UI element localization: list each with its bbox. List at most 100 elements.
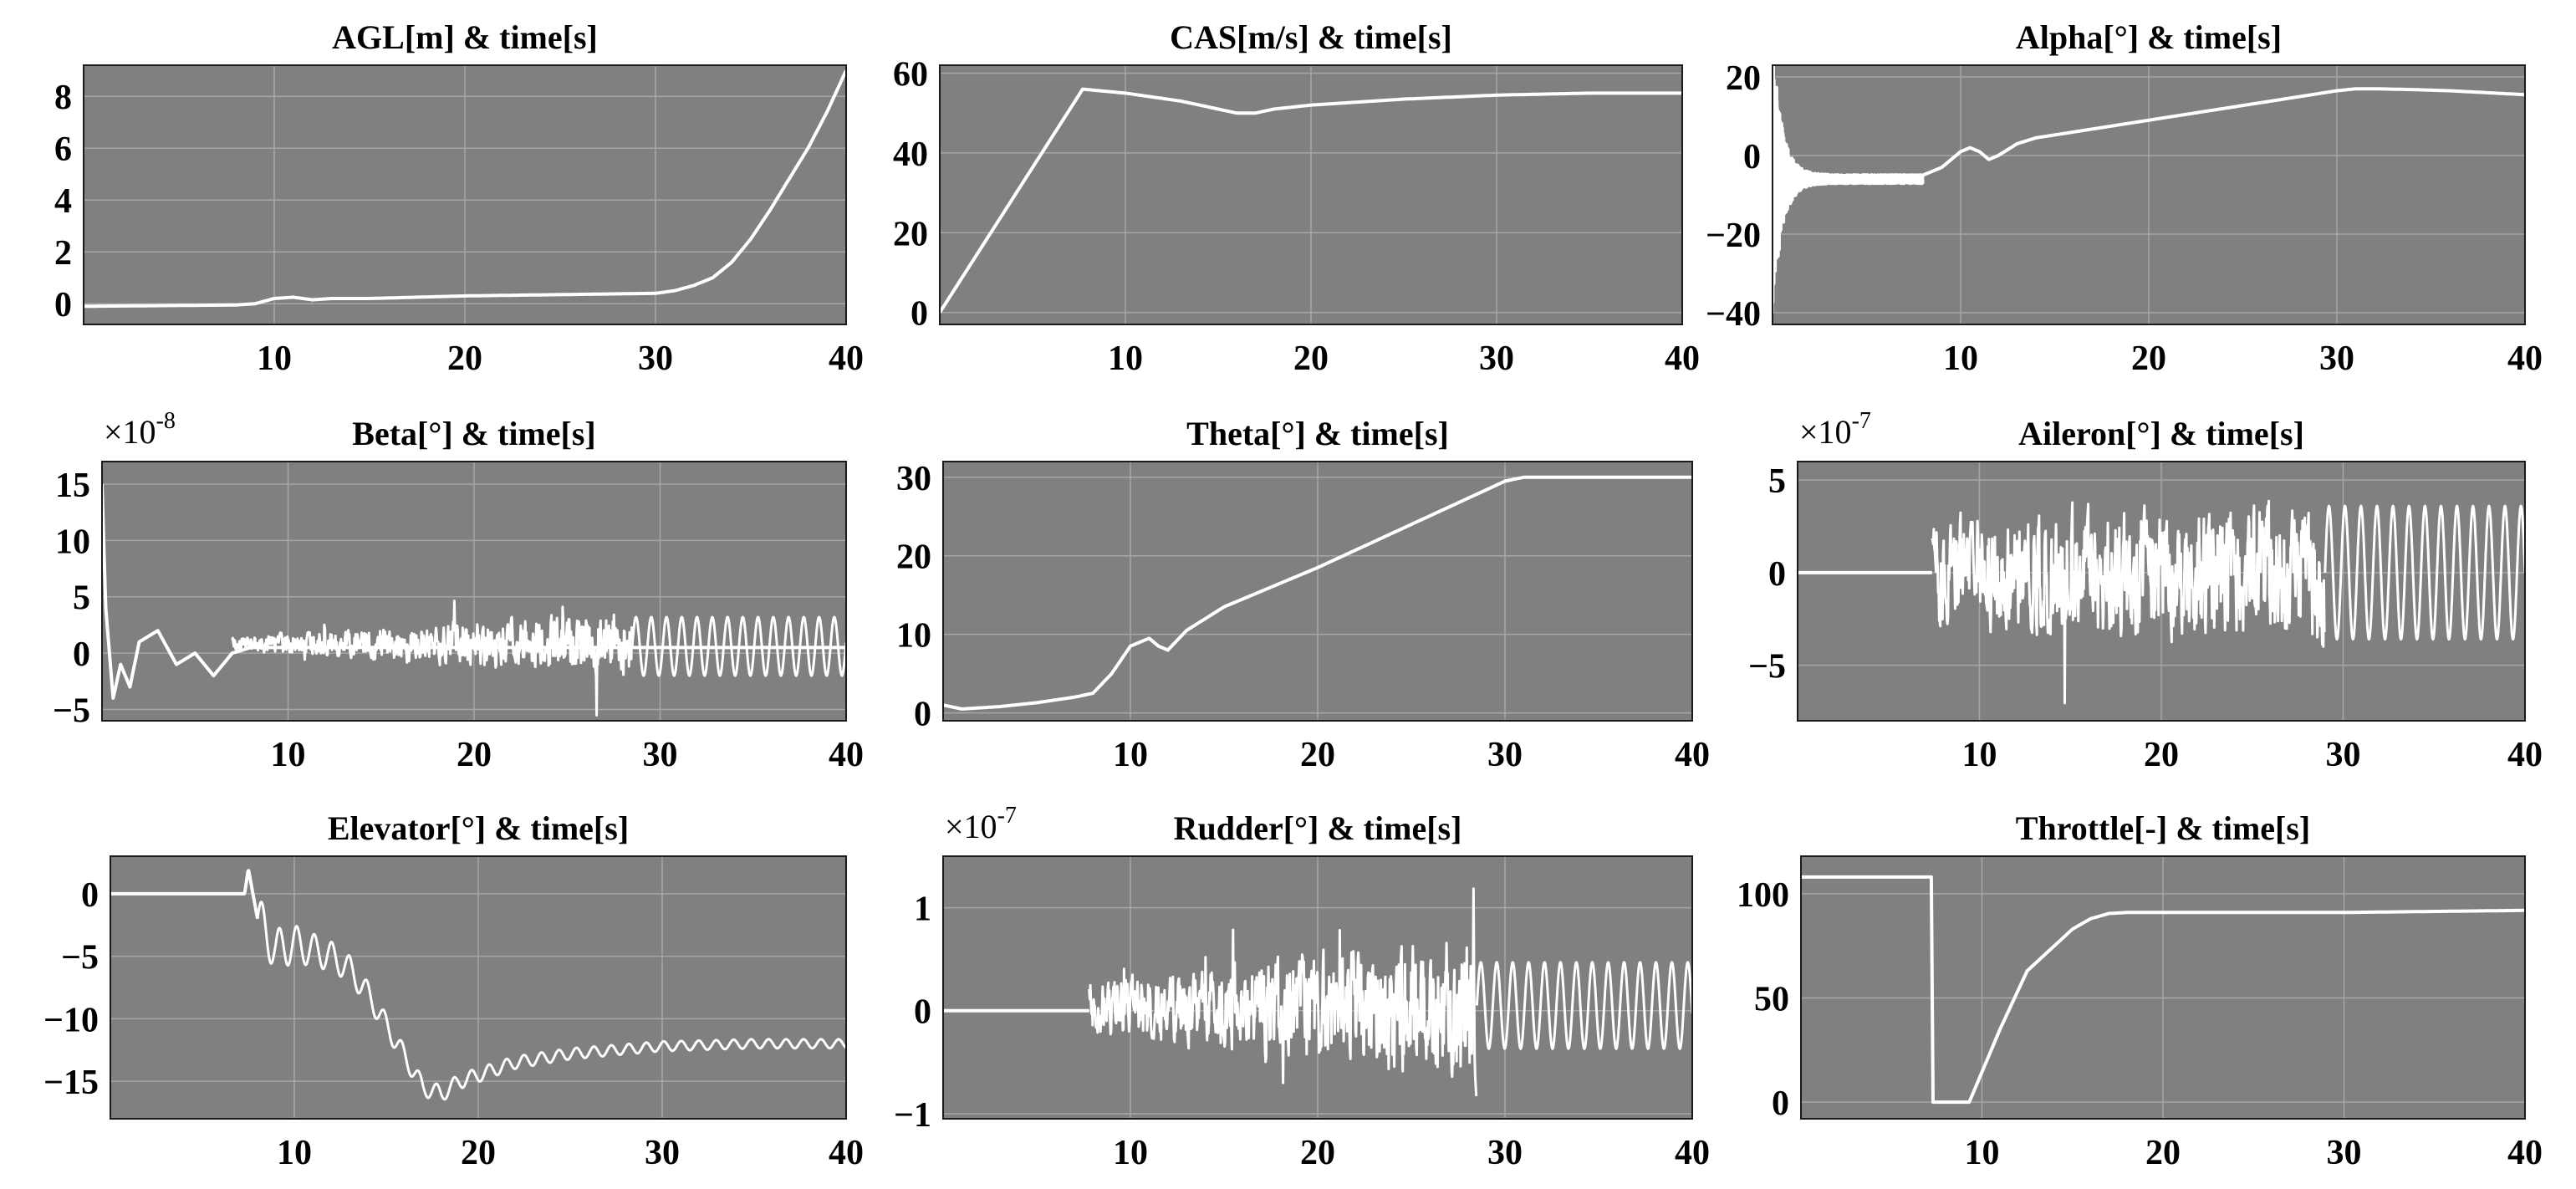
y-tick-label: 8 (54, 79, 72, 117)
series-line (110, 869, 259, 920)
chart-title: Throttle[-] & time[s] (2016, 809, 2310, 847)
x-tick-label: 10 (277, 1134, 312, 1172)
chart-theta: 10 20 30 40 0 10 20 30 Theta[°] & time[s] (896, 415, 1710, 774)
series-line (231, 600, 634, 717)
x-tick-label: 10 (1108, 339, 1143, 378)
x-tick-label: 40 (2507, 736, 2543, 774)
y-tick-label: −20 (1706, 217, 1761, 255)
y-tick-label: −15 (43, 1064, 99, 1102)
y-tick-label: 5 (73, 579, 90, 618)
y-tick-label: 2 (54, 234, 72, 273)
x-tick-label: 10 (257, 339, 292, 378)
chart-aileron: 10 20 30 40 −5 0 5 Aileron[°] & time[s] ×10-7 (1748, 408, 2543, 774)
chart-beta: 10 20 30 40 −5 0 5 10 15 Beta[°] & time[s] ×10-8 (53, 408, 864, 774)
y-tick-label: 0 (81, 876, 99, 915)
x-tick-label: 20 (461, 1134, 496, 1172)
y-tick-label: −10 (43, 1001, 99, 1039)
plot-frame (1797, 461, 2526, 722)
chart-title: Rudder[°] & time[s] (1174, 809, 1462, 847)
y-tick-label: 100 (1737, 876, 1789, 915)
x-tick-label: 30 (1487, 1134, 1523, 1172)
y-tick-label: −1 (894, 1096, 931, 1135)
x-tick-label: 20 (2145, 1134, 2181, 1172)
x-tick-label: 40 (829, 339, 864, 378)
y-tick-label: 0 (73, 635, 90, 674)
chart-cas: 10 20 30 40 0 20 40 60 CAS[m/s] & time[s] (893, 18, 1700, 378)
series-line (943, 475, 1692, 711)
x-tick-label: 20 (447, 339, 482, 378)
x-tick-label: 40 (2507, 1134, 2543, 1172)
x-tick-label: 10 (1113, 1134, 1148, 1172)
y-tick-label: 0 (1743, 138, 1761, 176)
chart-alpha: 10 20 30 40 −40 −20 0 20 Alpha[°] & time[s] (1706, 18, 2543, 378)
y-tick-label: −40 (1706, 295, 1761, 334)
y-tick-label: 5 (1768, 462, 1786, 501)
x-tick-label: 40 (829, 1134, 864, 1172)
x-tick-label: 20 (2144, 736, 2179, 774)
x-tick-label: 10 (1113, 736, 1148, 774)
x-tick-label: 30 (2326, 736, 2361, 774)
x-tick-label: 10 (1965, 1134, 2000, 1172)
x-tick-label: 30 (638, 339, 673, 378)
x-tick-label: 20 (457, 736, 492, 774)
series-line (940, 87, 1682, 314)
y-tick-label: 0 (54, 286, 72, 324)
y-tick-label: 10 (55, 523, 90, 561)
y-tick-label: 60 (893, 56, 928, 94)
x-tick-label: 40 (1665, 339, 1700, 378)
axis-exponent-power: -7 (997, 803, 1017, 829)
chart-title: Elevator[°] & time[s] (328, 809, 629, 847)
series-line (256, 901, 846, 1101)
series-line (1801, 875, 2525, 1105)
x-tick-label: 10 (1962, 736, 1997, 774)
y-tick-label: 40 (893, 135, 928, 174)
x-tick-label: 40 (2507, 339, 2543, 378)
chart-rudder: 10 20 30 40 −1 0 1 Rudder[°] & time[s] ×10-7 (894, 803, 1710, 1172)
plot-frame (110, 855, 847, 1120)
plot-frame (83, 64, 847, 325)
y-tick-label: 10 (896, 617, 931, 656)
chart-title: Alpha[°] & time[s] (2016, 18, 2282, 56)
y-tick-label: 50 (1754, 980, 1789, 1018)
chart-elevator: 10 20 30 40 −15 −10 −5 0 Elevator[°] & time[s] (43, 809, 864, 1172)
x-tick-label: 30 (643, 736, 678, 774)
x-tick-label: 30 (2327, 1134, 2362, 1172)
x-tick-label: 20 (2131, 339, 2166, 378)
chart-throttle: 10 20 30 40 0 50 100 Throttle[-] & time[s] (1737, 809, 2543, 1172)
y-tick-label: 20 (896, 538, 931, 577)
plot-frame (101, 461, 847, 722)
y-tick-label: 0 (914, 993, 931, 1032)
y-tick-label: 0 (1768, 555, 1786, 594)
y-tick-label: 4 (54, 182, 72, 221)
y-tick-label: 20 (1726, 59, 1761, 98)
plot-frame (1772, 64, 2526, 325)
chart-title: Aileron[°] & time[s] (2018, 415, 2304, 452)
x-tick-label: 30 (1479, 339, 1514, 378)
axis-exponent-label: ×10-7 (945, 803, 1017, 845)
x-tick-label: 30 (2319, 339, 2354, 378)
x-tick-label: 20 (1300, 736, 1335, 774)
y-tick-label: −5 (1748, 648, 1786, 686)
axis-exponent-power: -8 (156, 408, 176, 434)
series-line (630, 615, 846, 677)
series-line (1931, 499, 2326, 705)
x-tick-label: 20 (1300, 1134, 1335, 1172)
plot-frame (942, 855, 1693, 1120)
plot-frame (939, 64, 1683, 325)
series-line (2324, 504, 2525, 641)
chart-title: Beta[°] & time[s] (352, 415, 595, 452)
chart-title: CAS[m/s] & time[s] (1170, 18, 1452, 56)
x-tick-label: 30 (1487, 736, 1523, 774)
y-tick-label: 0 (914, 696, 931, 734)
y-tick-label: −5 (61, 939, 99, 977)
x-tick-label: 20 (1293, 339, 1329, 378)
y-tick-label: −5 (53, 692, 90, 731)
series-line (1475, 961, 1692, 1050)
plot-frame (942, 461, 1693, 722)
y-tick-label: 0 (1772, 1084, 1789, 1123)
chart-agl: 10 20 30 40 0 2 4 6 8 AGL[m] & time[s] (54, 18, 864, 378)
chart-title: AGL[m] & time[s] (332, 18, 598, 56)
series-line (1773, 65, 1925, 314)
x-tick-label: 10 (271, 736, 306, 774)
